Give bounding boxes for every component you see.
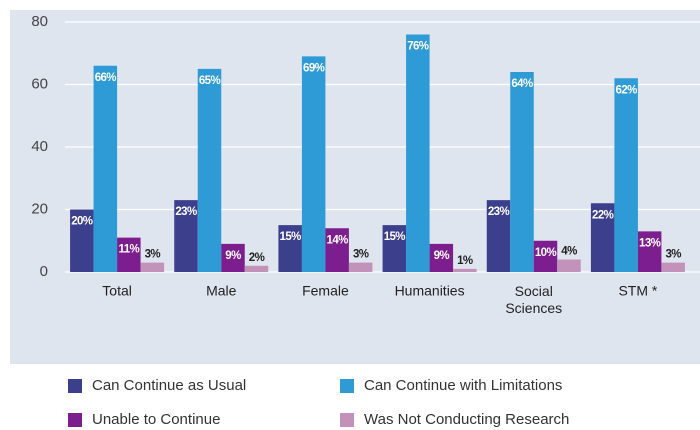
plot-panel [10, 10, 700, 364]
value-label: 20% [71, 216, 93, 228]
value-label: 14% [327, 234, 349, 246]
value-label: 23% [488, 206, 510, 218]
x-tick-label: Humanities [395, 283, 465, 299]
bar [453, 268, 477, 272]
value-label: 66% [95, 72, 117, 84]
bar [70, 209, 94, 272]
bar [661, 262, 685, 272]
bar [117, 237, 141, 272]
value-label: 65% [199, 75, 221, 87]
bar [348, 262, 373, 272]
x-tick-label: Social Sciences [505, 283, 562, 316]
y-tick-label: 80 [31, 13, 48, 30]
legend-swatch [340, 413, 354, 427]
value-label: 4% [561, 246, 577, 258]
bar [140, 262, 165, 272]
value-label: 2% [249, 252, 265, 264]
bar [406, 34, 430, 272]
bar [533, 240, 558, 272]
value-label: 1% [457, 255, 473, 267]
x-tick-label: Male [206, 283, 237, 299]
value-label: 10% [535, 247, 557, 259]
y-tick-label: 40 [31, 138, 48, 155]
bar [590, 203, 615, 272]
bar [93, 65, 118, 272]
value-label: 62% [616, 84, 638, 96]
value-label: 15% [384, 231, 406, 243]
bar [244, 265, 269, 272]
value-label: 15% [280, 231, 302, 243]
bar [174, 200, 198, 272]
legend-label: Can Continue as Usual [92, 377, 246, 394]
value-label: 69% [303, 62, 325, 74]
legend-swatch [68, 413, 82, 427]
value-label: 23% [175, 206, 197, 218]
value-label: 9% [225, 250, 241, 262]
bar [382, 225, 407, 272]
x-tick-label: STM * [618, 283, 657, 299]
value-label: 9% [434, 250, 450, 262]
bar [301, 56, 326, 272]
bar [614, 78, 638, 272]
y-tick-label: 20 [31, 200, 48, 217]
legend-label: Can Continue with Limitations [364, 377, 562, 394]
bar [221, 243, 245, 272]
bar [278, 225, 302, 272]
value-label: 22% [592, 209, 614, 221]
legend-swatch [68, 379, 82, 393]
value-label: 13% [639, 237, 661, 249]
bar [429, 243, 454, 272]
bar [486, 200, 511, 272]
bar [325, 228, 349, 272]
legend-swatch [340, 379, 354, 393]
x-tick-label: Female [302, 283, 349, 299]
value-label: 3% [145, 249, 161, 261]
y-tick-label: 60 [31, 75, 48, 92]
y-tick-label: 0 [40, 263, 48, 280]
legend-label: Unable to Continue [92, 411, 220, 428]
value-label: 64% [511, 78, 533, 90]
bar [557, 259, 581, 272]
x-tick-label: Total [102, 283, 132, 299]
value-label: 11% [119, 244, 140, 256]
value-label: 3% [353, 249, 369, 261]
value-label: 76% [407, 41, 429, 53]
bar [637, 231, 662, 272]
bar [510, 72, 534, 272]
legend-label: Was Not Conducting Research [364, 411, 569, 428]
bar [197, 68, 222, 272]
value-label: 3% [665, 249, 681, 261]
